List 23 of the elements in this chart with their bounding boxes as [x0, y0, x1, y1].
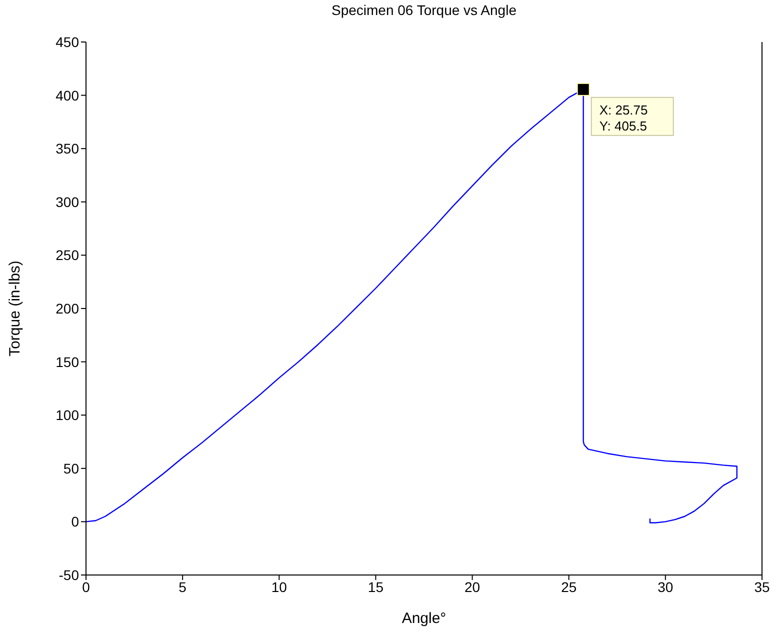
x-tick-label: 15	[368, 578, 384, 595]
chart-title: Specimen 06 Torque vs Angle	[330, 2, 518, 18]
y-tick-label: 300	[56, 194, 80, 210]
x-tick-label: 25	[561, 578, 577, 595]
y-tick-label: 400	[56, 87, 80, 104]
x-tick-label: 30	[658, 578, 674, 595]
x-tick-label: 0	[82, 578, 90, 595]
y-tick-label: 200	[56, 300, 80, 316]
y-tick-label: 450	[56, 34, 80, 50]
annotation: X: 25.75 Y: 405.5	[599, 102, 648, 134]
x-axis-title: Angle°	[402, 610, 446, 627]
y-tick-label: -50	[58, 566, 80, 583]
x-tick-label: 10	[271, 578, 288, 595]
x-tick-label: 20	[464, 578, 480, 595]
y-tick-label: 350	[56, 140, 80, 157]
y-tick-label: 150	[56, 354, 80, 370]
y-tick-label: 100	[56, 407, 80, 424]
y-tick-label: 50	[63, 460, 80, 476]
y-tick-label: 0	[71, 514, 80, 530]
x-tick-label: 5	[178, 578, 187, 595]
y-tick-label: 250	[56, 247, 80, 264]
x-tick-label: 35	[754, 578, 770, 595]
y-axis-title: Torque (in-lbs)	[6, 260, 24, 356]
